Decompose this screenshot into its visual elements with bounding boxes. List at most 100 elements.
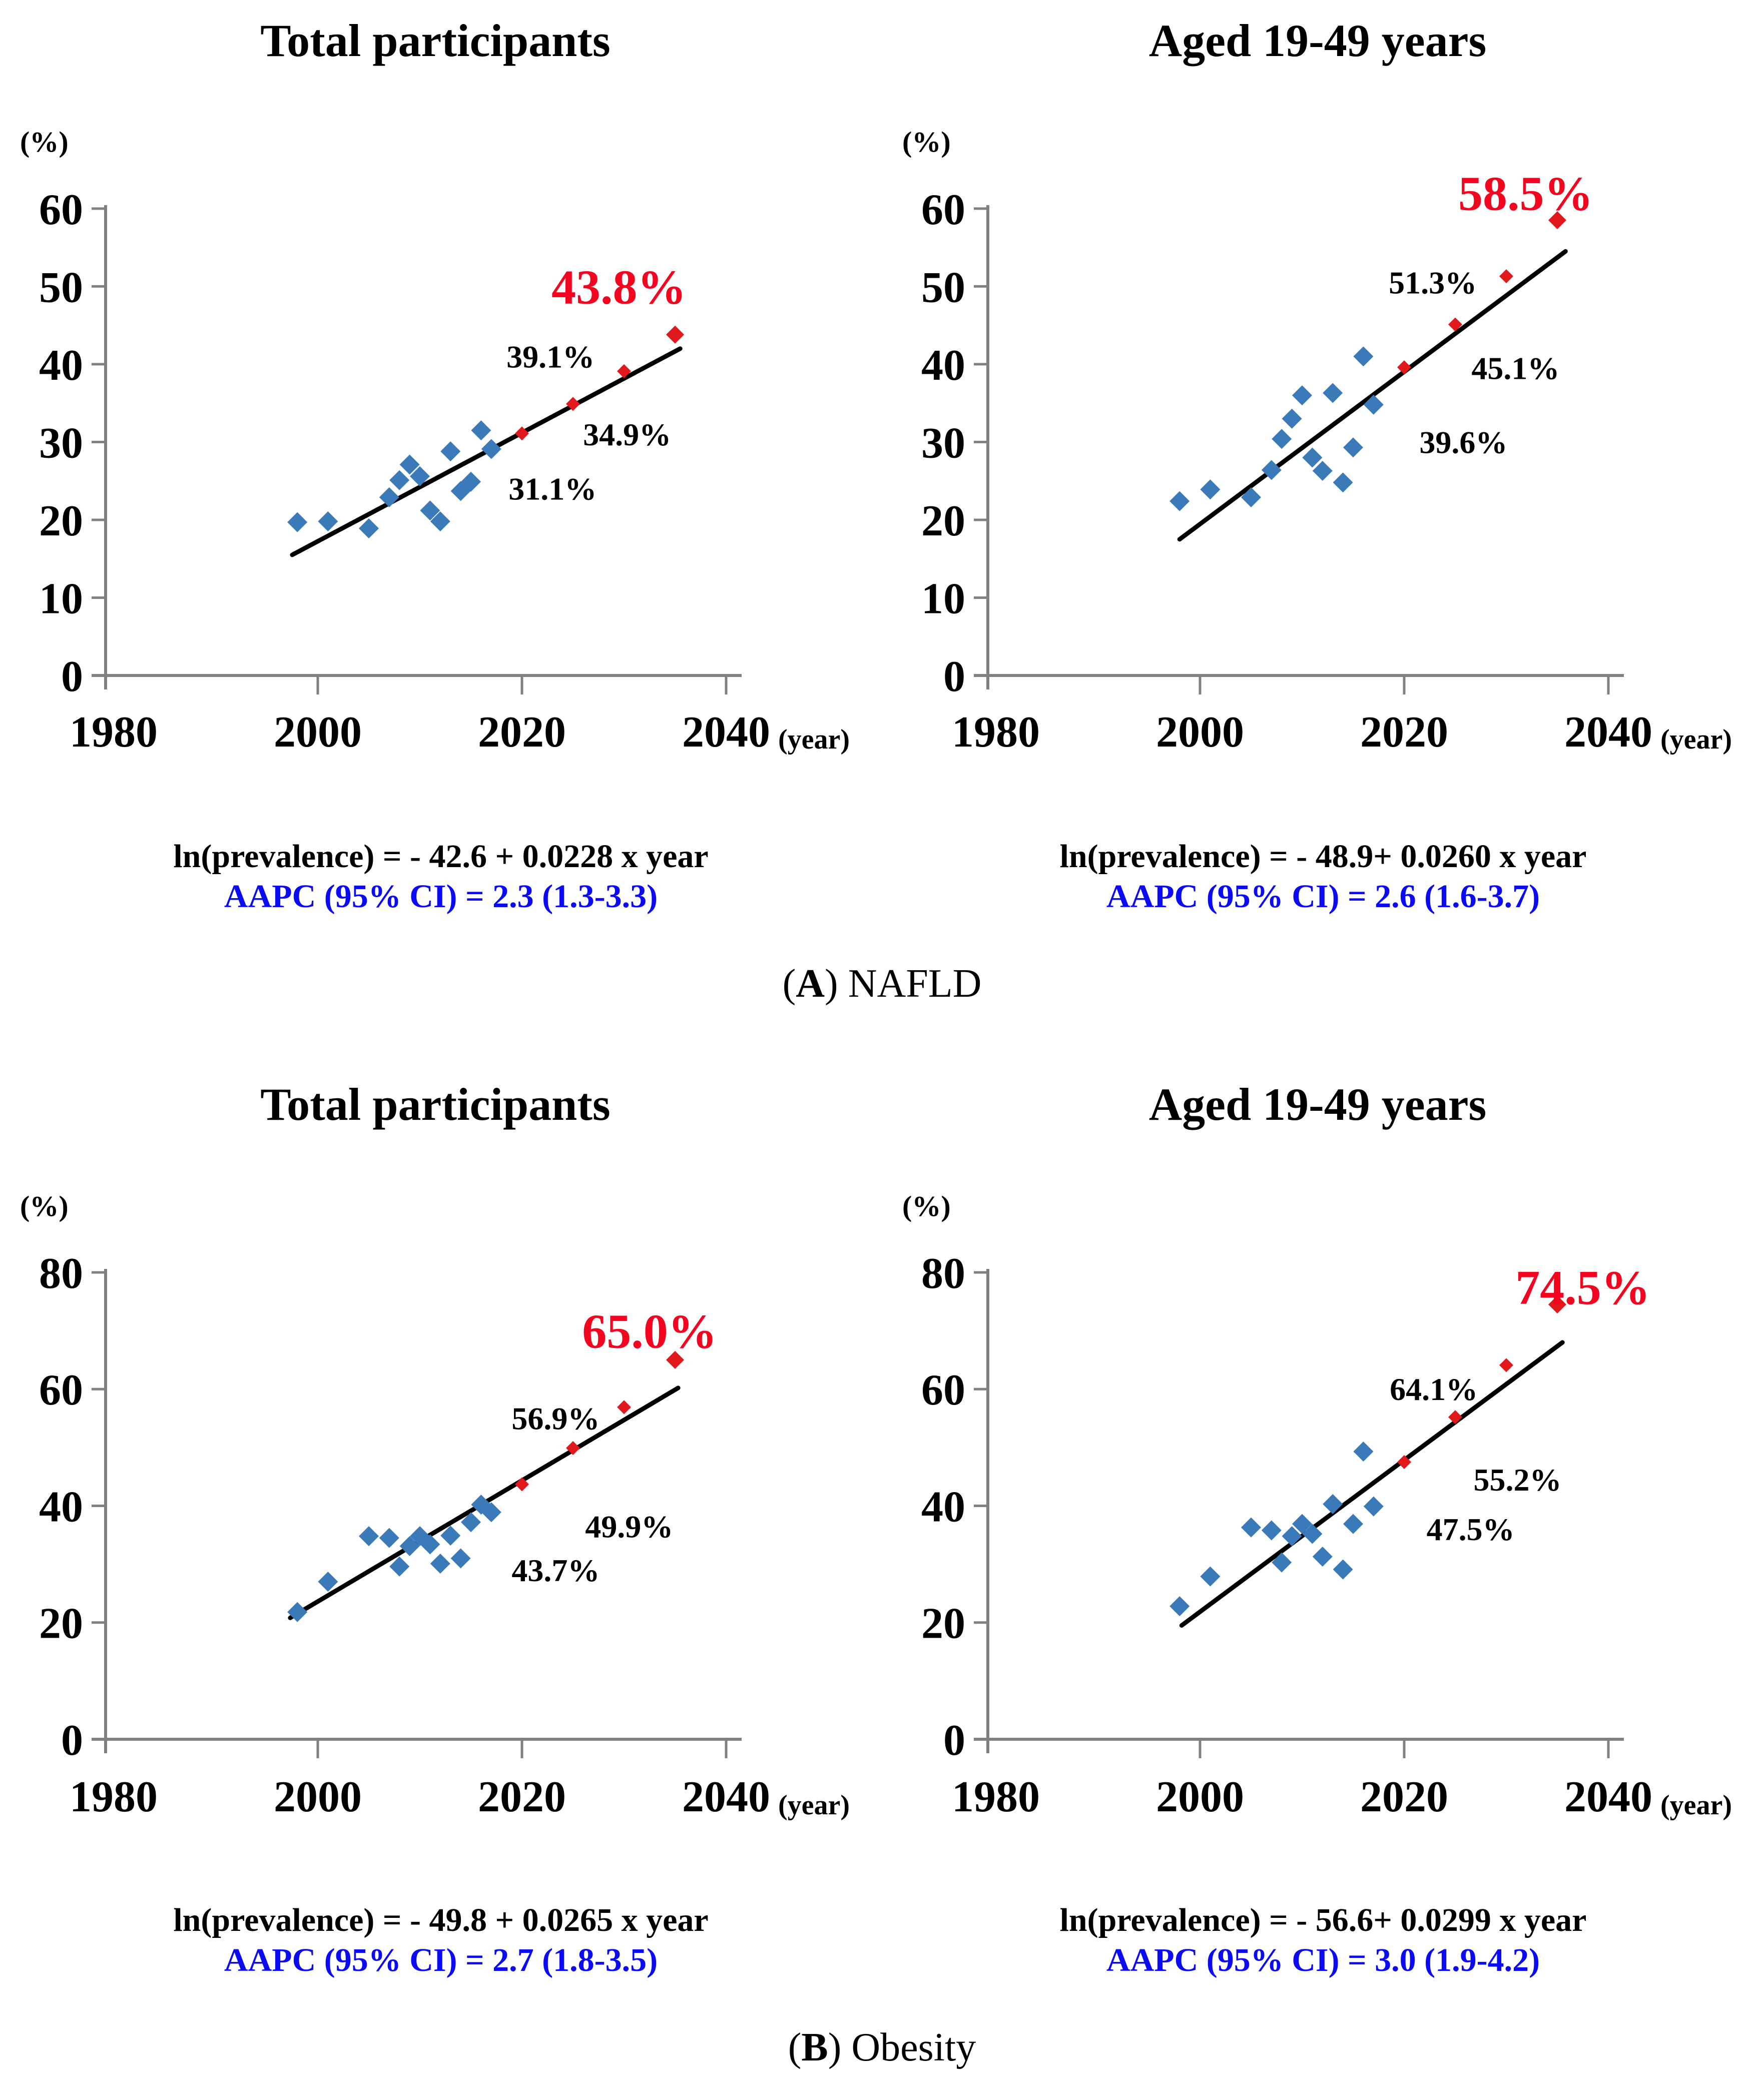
projection-final-annotation: 58.5% <box>1458 167 1593 221</box>
y-tick-label: 40 <box>39 1483 83 1531</box>
data-point-observed <box>1261 1520 1282 1541</box>
data-point-observed <box>1292 1514 1312 1534</box>
data-point-observed <box>410 466 430 486</box>
data-point-projected <box>617 364 631 378</box>
panel-b-caption: (B) Obesity <box>0 2024 1764 2070</box>
y-axis-unit-label: (%) <box>902 126 951 158</box>
panel-a-caption: (A) NAFLD <box>0 961 1764 1007</box>
y-tick-label: 60 <box>921 1366 965 1415</box>
data-point-observed <box>1302 1524 1323 1544</box>
point-annotation: 47.5% <box>1427 1512 1515 1547</box>
x-tick-label: 2000 <box>1156 1773 1244 1821</box>
data-point-observed <box>481 1502 501 1523</box>
y-tick-label: 80 <box>39 1249 83 1298</box>
data-point-observed <box>399 1536 420 1556</box>
point-annotation: 45.1% <box>1471 351 1559 386</box>
data-point-observed <box>359 518 379 539</box>
data-point-observed <box>1363 1496 1384 1517</box>
y-axis-unit-label: (%) <box>20 1190 69 1222</box>
regression-equation: ln(prevalence) = - 56.6+ 0.0299 x year <box>1059 1902 1587 1938</box>
x-tick-label: 2020 <box>1360 708 1448 757</box>
y-tick-label: 40 <box>921 1483 965 1531</box>
x-tick-label: 2000 <box>274 708 362 757</box>
data-point-projected <box>566 397 580 411</box>
caption-letter: A <box>796 962 825 1006</box>
data-point-observed <box>1241 487 1261 507</box>
y-tick-label: 40 <box>39 341 83 390</box>
data-point-projected <box>1448 1410 1462 1425</box>
x-tick-label: 2000 <box>274 1773 362 1821</box>
y-axis-unit-label: (%) <box>902 1190 951 1222</box>
point-annotation: 56.9% <box>511 1401 600 1437</box>
plot-area: 0 10 20 30 40 50 60 1980 2000 2020 2040 31.1% 34.9% 3… <box>39 186 770 757</box>
data-point-observed <box>1241 1517 1261 1538</box>
data-point-observed <box>420 500 440 521</box>
data-point-observed <box>399 454 420 475</box>
data-point-observed <box>1312 460 1333 481</box>
data-point-observed <box>420 1534 440 1555</box>
data-point-observed <box>440 441 461 462</box>
x-axis-unit-label: (year) <box>1660 724 1732 755</box>
data-point-observed <box>1272 1552 1292 1573</box>
data-point-observed <box>359 1526 379 1547</box>
y-tick-label: 0 <box>943 652 965 701</box>
chart-nafld-aged-19-49: Aged 19-49 years (%) (year) 0 10 20 30 40 50 6… <box>902 15 1732 757</box>
data-point-observed <box>1353 1442 1374 1462</box>
data-point-observed <box>440 1525 461 1546</box>
chart-nafld-total: Total participants (%) (year) 0 10 20 30 40 5… <box>20 15 850 757</box>
data-point-observed <box>1169 491 1190 511</box>
caption-text: ) Obesity <box>828 2025 976 2069</box>
trend-line <box>1177 249 1568 542</box>
data-point-observed <box>1353 346 1374 367</box>
data-point-observed <box>1169 1596 1190 1617</box>
y-axis-unit-label: (%) <box>20 126 69 158</box>
point-annotation: 39.1% <box>506 339 595 374</box>
chart-title: Aged 19-49 years <box>1149 1079 1487 1130</box>
data-point-observed <box>461 1512 481 1533</box>
x-tick-label: 1980 <box>70 708 158 757</box>
data-point-observed <box>1302 447 1323 468</box>
data-point-observed <box>318 511 338 532</box>
x-tick-label: 2000 <box>1156 708 1244 757</box>
data-point-observed <box>287 1602 308 1622</box>
point-annotation: 43.7% <box>511 1553 600 1588</box>
caption-letter: B <box>801 2025 828 2069</box>
data-point-observed <box>389 1556 410 1577</box>
chart-title: Total participants <box>260 15 610 66</box>
data-point-observed <box>1200 1566 1221 1587</box>
projection-final-annotation: 74.5% <box>1515 1261 1650 1315</box>
x-tick-label: 1980 <box>70 1773 158 1821</box>
aapc-line: AAPC (95% CI) = 2.7 (1.8-3.5) <box>224 1942 658 1978</box>
data-point-projected <box>1448 317 1462 332</box>
x-axis-unit-label: (year) <box>778 724 850 755</box>
data-point-observed <box>1272 429 1292 449</box>
data-point-observed <box>430 511 450 532</box>
projection-final-annotation: 65.0% <box>582 1305 717 1359</box>
y-tick-label: 10 <box>921 574 965 623</box>
chart-title: Aged 19-49 years <box>1149 15 1487 66</box>
x-tick-label: 1980 <box>952 1773 1040 1821</box>
y-tick-label: 10 <box>39 574 83 623</box>
aapc-line: AAPC (95% CI) = 2.6 (1.6-3.7) <box>1106 878 1540 915</box>
equation-block-obesity-total: ln(prevalence) = - 49.8 + 0.0265 x year … <box>0 1900 882 1980</box>
data-point-observed <box>287 512 308 532</box>
data-point-projected <box>1397 1455 1411 1470</box>
data-point-observed <box>1282 408 1302 429</box>
data-point-observed <box>1363 394 1384 415</box>
data-point-projected <box>515 426 529 441</box>
caption-paren: ( <box>788 2025 802 2069</box>
data-point-observed <box>1282 1526 1302 1547</box>
point-annotation: 64.1% <box>1390 1371 1478 1407</box>
data-point-observed <box>1312 1546 1333 1567</box>
y-tick-label: 30 <box>921 419 965 467</box>
y-tick-label: 50 <box>39 263 83 312</box>
data-point-observed <box>1343 437 1363 458</box>
aapc-line: AAPC (95% CI) = 3.0 (1.9-4.2) <box>1106 1942 1540 1978</box>
data-point-projected <box>666 325 684 344</box>
plot-area: 0 10 20 30 40 50 60 1980 2000 2020 2040 39.6% 45.1% 5… <box>921 167 1652 757</box>
x-tick-label: 2040 <box>682 708 770 757</box>
caption-text: ) NAFLD <box>825 962 982 1006</box>
point-annotation: 31.1% <box>508 471 597 507</box>
